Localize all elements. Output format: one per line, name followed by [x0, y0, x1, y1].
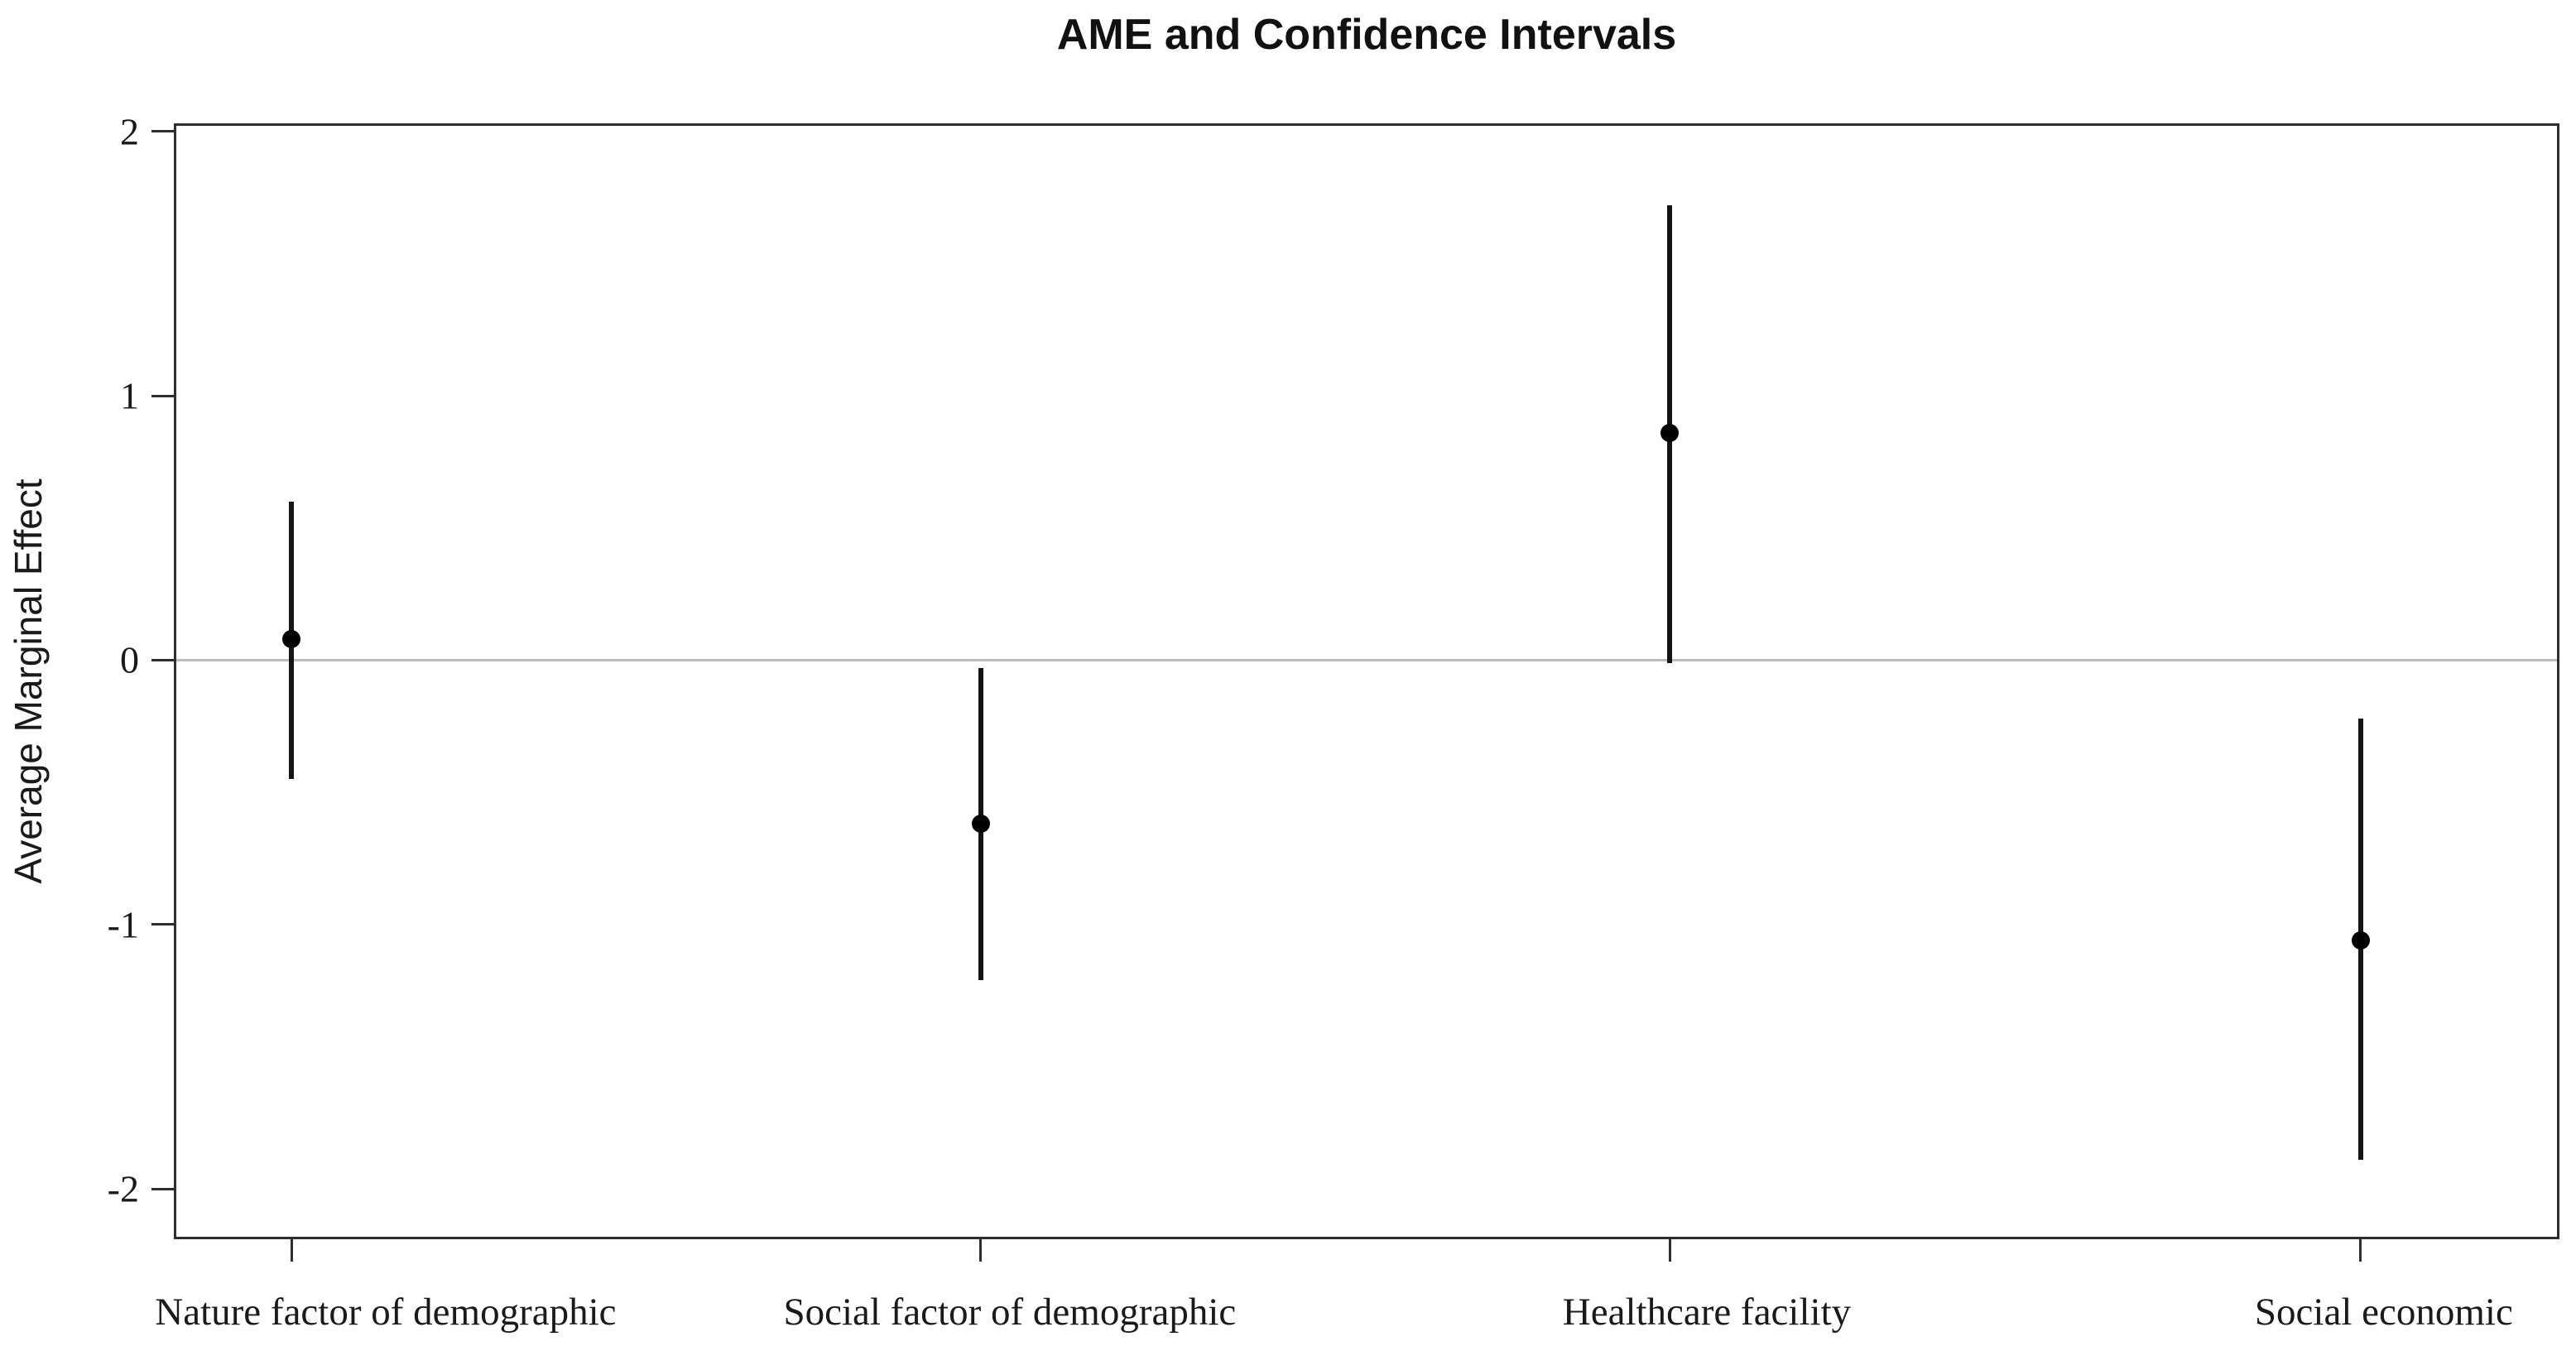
- x-category-label: Healthcare facility: [1562, 1291, 1852, 1334]
- y-tick: [151, 658, 174, 661]
- y-tick-label: -2: [107, 1167, 139, 1210]
- y-tick-label: -1: [107, 903, 139, 946]
- chart-title: AME and Confidence Intervals: [1056, 11, 1677, 59]
- y-tick: [151, 130, 174, 133]
- x-tick: [1668, 1239, 1671, 1262]
- ame-point-marker: [282, 629, 301, 648]
- y-tick-label: 1: [120, 374, 139, 417]
- ame-point-marker: [1660, 423, 1679, 442]
- x-tick: [2359, 1239, 2362, 1262]
- ame-point-marker: [2351, 931, 2370, 950]
- x-category-label: Social factor of demographic: [783, 1291, 1237, 1334]
- y-tick-label: 0: [120, 638, 139, 681]
- zero-gridline: [176, 659, 2557, 662]
- x-category-label: Social economic: [2254, 1291, 2513, 1334]
- ame-point-marker: [971, 815, 990, 834]
- x-tick: [290, 1239, 293, 1262]
- y-tick-label: 2: [120, 110, 139, 153]
- y-tick: [151, 394, 174, 397]
- y-tick: [151, 923, 174, 926]
- x-category-label: Nature factor of demographic: [155, 1291, 617, 1334]
- x-tick: [979, 1239, 983, 1262]
- plot-box: [174, 123, 2559, 1239]
- y-tick: [151, 1187, 174, 1190]
